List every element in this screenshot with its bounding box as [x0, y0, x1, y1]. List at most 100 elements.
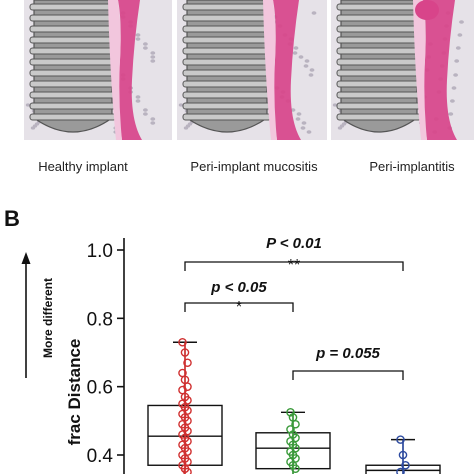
significance-stars: **: [288, 257, 300, 274]
implant-thread: [336, 69, 422, 77]
bone-dot: [298, 55, 304, 59]
bone-dot: [143, 108, 148, 112]
implant-thread: [182, 14, 272, 22]
bone-dot: [303, 64, 309, 68]
bone-dot: [455, 46, 461, 50]
bone-dot: [135, 33, 141, 37]
implant-thread: [336, 80, 422, 88]
implant-thread: [182, 25, 272, 33]
bone-dot: [454, 59, 460, 63]
significance-stars: *: [236, 299, 242, 316]
data-point: [396, 467, 405, 474]
implant-thread: [336, 47, 422, 55]
implant-thread: [182, 69, 272, 77]
implant-thread: [29, 3, 117, 11]
implant-thread: [336, 102, 422, 110]
implant-thread: [182, 91, 272, 99]
more-different-arrow: [21, 252, 31, 378]
bone-dot: [135, 99, 141, 103]
significance-bracket: [184, 302, 294, 312]
bone-dot: [150, 51, 156, 55]
implant-thread: [182, 58, 272, 66]
bone-dot: [25, 103, 31, 107]
gum-inner: [108, 0, 122, 140]
data-point: [178, 337, 187, 347]
implant-thread: [29, 36, 117, 44]
significance-bracket: [184, 261, 404, 271]
box-plots: [147, 337, 441, 474]
bone-dot: [332, 103, 338, 107]
implant-thread: [29, 113, 117, 121]
illustration-mucositis: [177, 0, 327, 140]
gum-tissue: [118, 0, 142, 140]
data-point: [183, 467, 192, 474]
implant-thread: [182, 3, 272, 11]
bone-dot: [311, 11, 317, 15]
data-point: [180, 348, 190, 357]
y-tick-label: 1.0: [87, 241, 113, 262]
y-tick-label: 0.6: [87, 378, 113, 399]
implant-thread: [29, 102, 117, 110]
bone-dot: [295, 117, 301, 121]
gum-inner: [263, 0, 277, 140]
significance-bracket: [292, 370, 404, 380]
implant-thread: [29, 14, 117, 22]
bone-dot: [457, 33, 463, 37]
implant-thread: [29, 25, 117, 33]
bone-dot: [306, 130, 312, 134]
bone-dot: [301, 121, 307, 125]
implant-thread: [336, 58, 422, 66]
bone-dot: [150, 59, 156, 63]
implant-thread: [182, 102, 272, 110]
data-point: [291, 464, 300, 473]
bone-dot: [300, 126, 306, 130]
more-different-label: More different: [41, 278, 55, 358]
bone-dot: [453, 73, 458, 77]
box-group-1: [147, 337, 223, 474]
inflamed-tissue: [415, 0, 439, 20]
bone-dot: [178, 103, 184, 107]
bone-dot: [150, 117, 156, 121]
p-value-label: P < 0.01: [266, 235, 322, 252]
bone-dot: [292, 51, 298, 55]
panel-a-label-mucositis: Peri-implant mucositis: [190, 159, 318, 174]
gum-tissue: [273, 0, 301, 140]
data-point: [291, 419, 300, 429]
implant-thread: [182, 80, 272, 88]
bone-dot: [143, 112, 148, 116]
bone-dot: [448, 112, 454, 116]
implant-thread: [336, 14, 422, 22]
implant-thread: [336, 91, 422, 99]
bone-dot: [135, 37, 141, 41]
panel-a-illustrations: [24, 0, 474, 140]
bone-dot: [296, 112, 302, 116]
bone-dot: [450, 99, 455, 103]
panel-b-label: B: [4, 206, 20, 231]
data-point: [286, 425, 295, 434]
implant-thread: [336, 25, 422, 33]
data-point: [286, 407, 295, 417]
implant-thread: [336, 3, 422, 11]
data-point: [396, 435, 405, 444]
bone-dot: [309, 68, 315, 72]
bone-dot: [308, 73, 314, 77]
data-point: [401, 460, 410, 470]
bone-dot: [150, 55, 156, 59]
implant-thread: [182, 36, 272, 44]
implant-thread: [29, 80, 117, 88]
bone-dot: [30, 126, 36, 130]
gum-tissue: [423, 0, 457, 140]
box-group-3: [365, 435, 441, 474]
implant-thread: [29, 47, 117, 55]
y-tick-label: 0.8: [87, 309, 113, 330]
bone-dot: [451, 86, 457, 90]
gum-inner: [413, 0, 427, 140]
illustration-peri-implantitis: [331, 0, 474, 140]
bone-dot: [337, 126, 343, 130]
implant-thread: [29, 91, 117, 99]
bone-dot: [135, 95, 141, 99]
implant-thread: [182, 113, 272, 121]
y-axis-label: frac Distance: [65, 339, 84, 446]
panel-a-label-peri-implantitis: Peri-implantitis: [369, 159, 455, 174]
